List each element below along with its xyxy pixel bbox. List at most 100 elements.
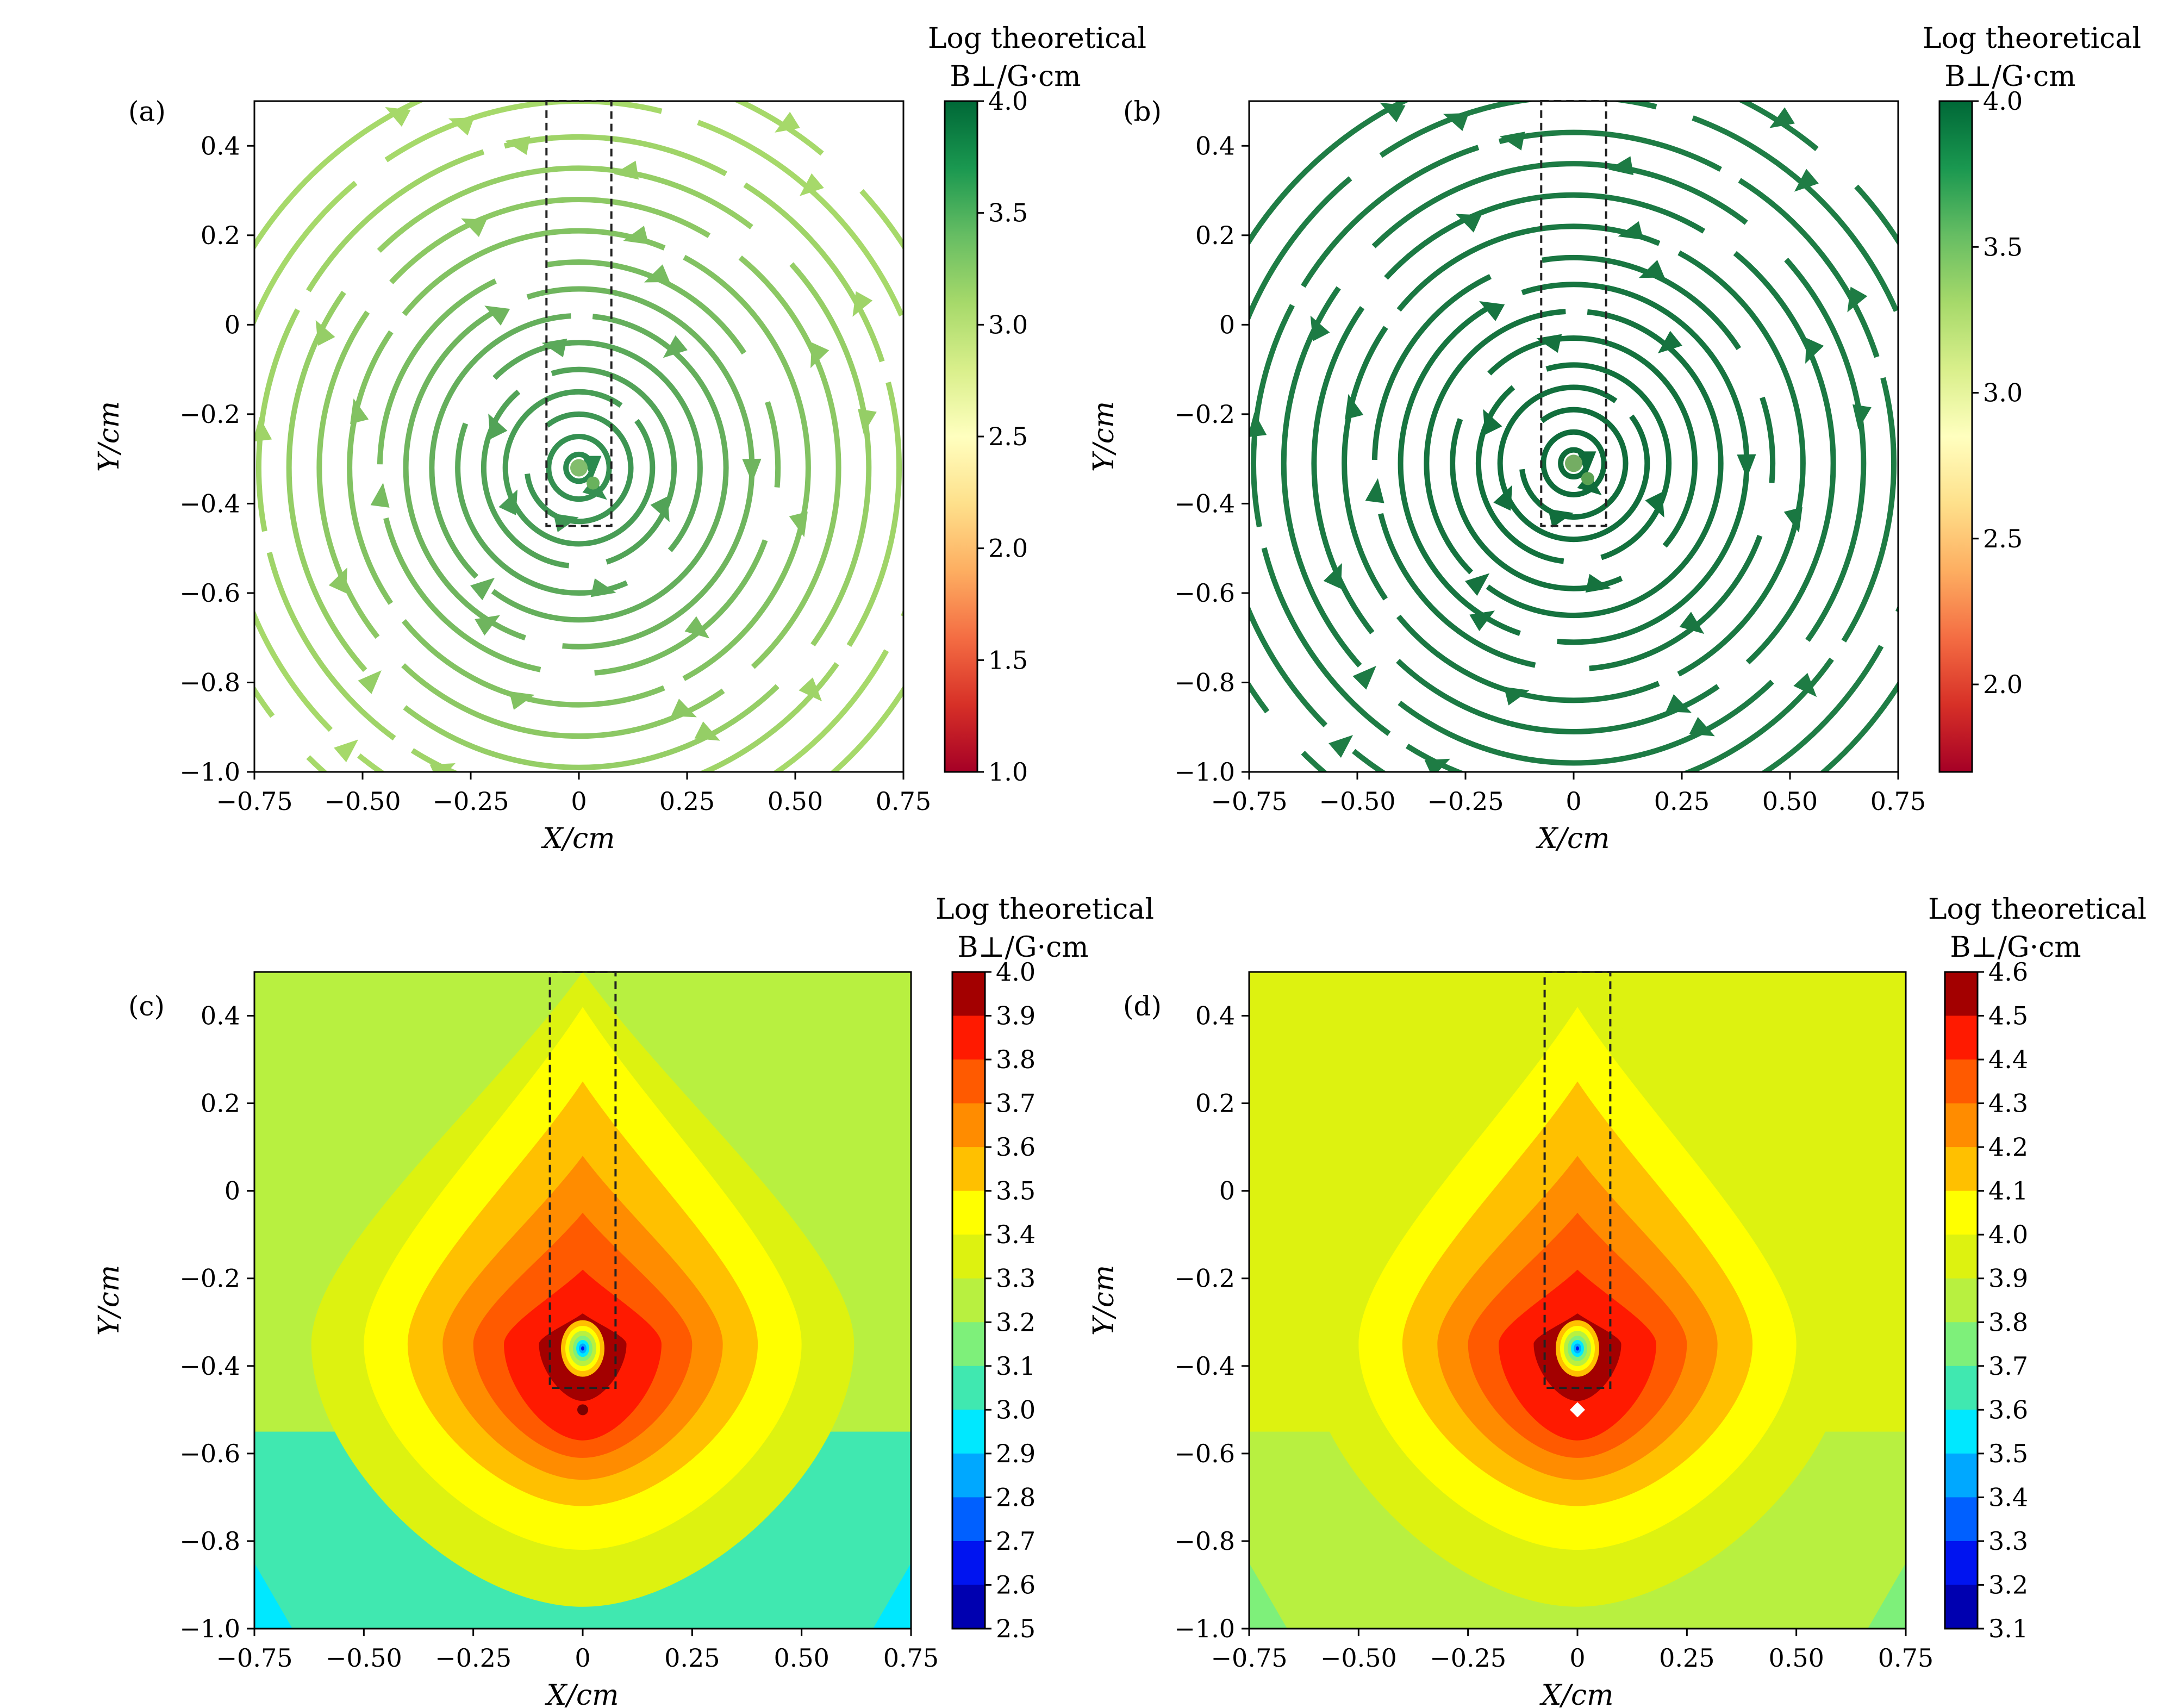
contour-corner — [873, 1563, 911, 1629]
x-tick-label: −0.50 — [1320, 1643, 1397, 1673]
colorbar-tick-label: 2.0 — [988, 534, 1028, 563]
stream-arrow — [1249, 412, 1267, 438]
field-center-tail — [587, 476, 600, 490]
stream-arrow — [1657, 331, 1682, 354]
x-tick-label: −0.75 — [216, 787, 293, 816]
y-tick-label: −0.2 — [1174, 1264, 1235, 1293]
hotspot-ring — [581, 1346, 584, 1351]
stream-arrow — [1345, 394, 1364, 420]
stream-arrow — [1585, 574, 1611, 593]
colorbar-tick-label: 3.4 — [1988, 1482, 2028, 1512]
stream-arrow — [553, 513, 579, 532]
colorbar-tick-label: 3.3 — [996, 1264, 1036, 1293]
stream-arrow — [180, 442, 200, 466]
streamline — [1475, 362, 1672, 565]
panel-tag: (a) — [128, 96, 166, 127]
colorbar-segment — [952, 1278, 985, 1323]
stream-arrow — [429, 763, 456, 772]
stream-arrow — [370, 482, 390, 508]
y-axis-label: Y/cm — [1088, 401, 1120, 472]
colorbar-tick-label: 3.0 — [988, 310, 1028, 339]
colorbar-tick-label: 2.6 — [996, 1570, 1036, 1599]
stream-arrow — [509, 691, 535, 710]
stream-arrow — [254, 416, 272, 442]
white-spot — [1570, 1402, 1585, 1418]
colorbar-segment — [952, 1322, 985, 1367]
stream-arrow — [650, 496, 670, 522]
colorbar-segment — [952, 1190, 985, 1235]
x-tick-label: 0.25 — [664, 1643, 720, 1673]
colorbar-segment — [952, 1410, 985, 1454]
axes-frame — [1248, 971, 1907, 1630]
y-tick-label: −0.6 — [1174, 578, 1235, 608]
y-tick-label: −0.8 — [1174, 1526, 1235, 1556]
y-tick-label: −1.0 — [179, 1614, 240, 1643]
streamline — [429, 313, 729, 623]
stream-arrow — [663, 335, 688, 358]
stream-arrow — [1504, 687, 1530, 706]
y-tick-label: −0.2 — [1174, 400, 1235, 429]
colorbar-tick-label: 1.5 — [988, 645, 1028, 675]
colorbar-segment — [1945, 1103, 1978, 1148]
stream-arrow — [789, 512, 808, 538]
x-tick-label: −0.25 — [1430, 1643, 1506, 1673]
y-tick-label: 0 — [224, 310, 240, 339]
panel-tag: (c) — [128, 990, 165, 1022]
colorbar-tick-label: 4.0 — [1983, 86, 2023, 116]
stream-arrow — [1911, 516, 1935, 543]
streamline — [256, 134, 902, 772]
streamline — [1281, 161, 1867, 766]
colorbar-tick-label: 4.0 — [988, 86, 1028, 116]
colorbar-segment — [952, 1453, 985, 1498]
y-tick-label: −0.8 — [1174, 668, 1235, 697]
colorbar-tick-label: 4.2 — [1988, 1132, 2028, 1162]
stream-arrow — [1310, 315, 1330, 341]
x-tick-label: 0.25 — [659, 787, 715, 816]
streamline — [347, 228, 811, 708]
field-center — [1565, 454, 1582, 472]
y-tick-label: −0.8 — [179, 668, 240, 697]
x-tick-label: −0.75 — [1211, 1643, 1288, 1673]
stream-arrow — [328, 567, 347, 594]
stream-arrow — [498, 489, 518, 515]
colorbar-title: Log theoretical — [928, 22, 1146, 55]
streamlines-1 — [1249, 101, 1935, 772]
stream-arrow — [1456, 214, 1482, 233]
streamline — [316, 196, 841, 739]
colorbar-tick-label: 3.8 — [1988, 1307, 2028, 1337]
stream-arrow — [1479, 301, 1505, 321]
dashed-box — [1540, 100, 1607, 527]
stream-arrow — [1618, 221, 1644, 240]
streamline — [1342, 223, 1806, 703]
stream-arrow — [623, 226, 649, 245]
colorbar-tick-label: 2.7 — [996, 1526, 1036, 1556]
streamline — [481, 366, 677, 569]
colorbar-tick-label: 2.5 — [988, 422, 1028, 451]
colorbar-title: Log theoretical — [935, 893, 1154, 926]
colorbar-tick-label: 3.4 — [996, 1220, 1036, 1249]
colorbar-bar — [944, 100, 978, 773]
stream-arrow — [1469, 610, 1495, 631]
colorbar-segment — [1945, 1059, 1978, 1104]
dashed-box — [1543, 971, 1612, 1389]
streamline — [1251, 129, 1897, 772]
colorbar-tick-label: 4.1 — [1988, 1176, 2028, 1206]
stream-arrow — [810, 342, 829, 369]
streamline — [1519, 407, 1629, 520]
dashed-box — [545, 100, 613, 527]
stream-arrow — [1645, 491, 1664, 518]
stream-arrow — [1328, 735, 1354, 758]
stream-arrow — [1737, 454, 1756, 478]
y-tick-label: −0.6 — [1174, 1439, 1235, 1468]
colorbar-segment — [1945, 972, 1978, 1017]
colorbar-1: 4.0 3.5 3.0 2.5 2.0 Log theoretical B⊥/G·cm — [1923, 22, 2141, 773]
field-center — [570, 459, 588, 477]
x-tick-label: 0.50 — [774, 1643, 829, 1673]
stream-arrow — [1638, 260, 1665, 278]
stream-arrow — [358, 670, 382, 694]
y-tick-label: 0.4 — [1195, 1001, 1235, 1031]
stream-arrow — [1679, 612, 1705, 634]
stream-arrow — [350, 398, 369, 425]
colorbar-segment — [952, 1497, 985, 1542]
